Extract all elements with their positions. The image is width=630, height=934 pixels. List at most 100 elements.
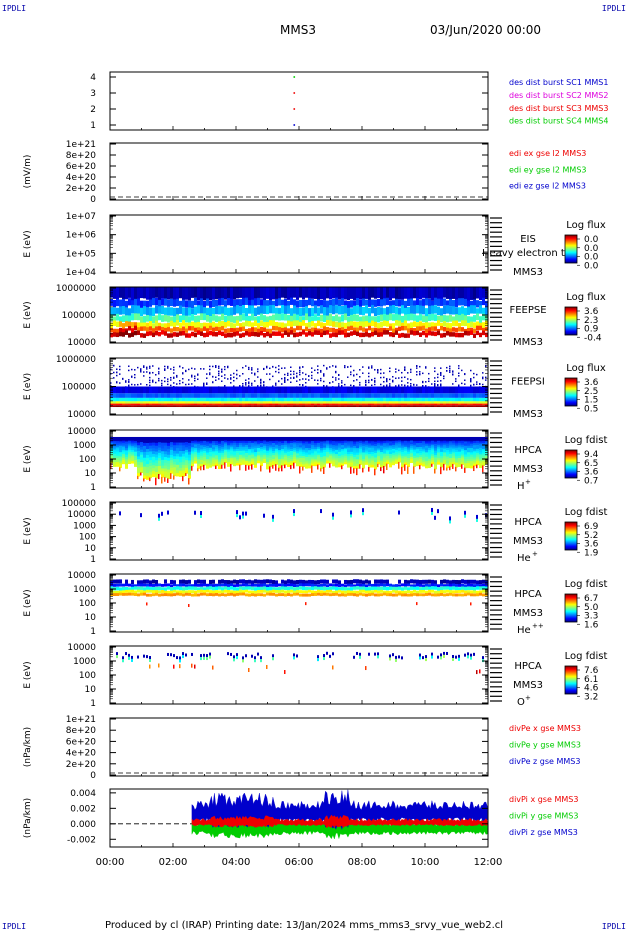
heatmap-cell xyxy=(173,589,176,593)
heatmap-cell xyxy=(239,592,242,596)
heatmap-cell xyxy=(395,436,398,440)
heatmap-cell xyxy=(446,456,449,460)
heatmap-cell xyxy=(347,393,350,398)
heatmap-cell xyxy=(110,368,112,371)
heatmap-cell xyxy=(152,448,155,452)
heatmap-cell xyxy=(239,444,242,448)
heatmap-cell xyxy=(203,442,206,446)
heatmap-cell xyxy=(221,320,224,327)
heatmap-cell xyxy=(341,385,343,387)
heatmap-cell xyxy=(302,441,305,444)
heatmap-cell xyxy=(230,403,233,406)
heatmap-cell xyxy=(293,287,296,298)
heatmap-cell xyxy=(194,590,197,594)
heatmap-cell xyxy=(452,463,454,469)
heatmap-cell xyxy=(116,449,119,453)
heatmap-cell xyxy=(251,287,254,301)
colorbar xyxy=(564,377,578,407)
heatmap-cell xyxy=(161,590,164,593)
heatmap-cell xyxy=(302,458,305,461)
heatmap-cell xyxy=(152,332,155,338)
heatmap-cell xyxy=(128,405,131,408)
heatmap-cell xyxy=(305,373,307,376)
heatmap-cell xyxy=(239,586,242,590)
heatmap-cell xyxy=(131,403,134,406)
heatmap-cell xyxy=(392,386,395,394)
heatmap-cell xyxy=(200,403,203,406)
heatmap-cell xyxy=(233,586,236,591)
overlay-text: Heavy electron to xyxy=(482,248,571,259)
heatmap-cell xyxy=(221,460,224,464)
heatmap-cell xyxy=(167,403,170,406)
heatmap-cell xyxy=(383,386,386,394)
heatmap-cell xyxy=(197,441,200,445)
heatmap-cell xyxy=(395,330,398,335)
heatmap-cell xyxy=(464,298,467,307)
heatmap-cell xyxy=(209,447,212,451)
heatmap-cell xyxy=(380,287,383,301)
heatmap-cell xyxy=(446,458,449,462)
heatmap-cell xyxy=(473,403,476,406)
heatmap-cell xyxy=(170,436,173,441)
heatmap-cell xyxy=(257,328,260,334)
heatmap-cell xyxy=(263,453,266,456)
instrument-label: HPCA xyxy=(514,517,542,528)
heatmap-cell xyxy=(230,442,233,446)
heatmap-cell xyxy=(281,397,284,402)
heatmap-cell xyxy=(236,438,239,442)
heatmap-cell xyxy=(320,386,323,394)
heatmap-cell xyxy=(209,368,211,371)
heatmap-cell xyxy=(275,313,278,321)
heatmap-cell xyxy=(395,327,398,333)
heatmap-cell xyxy=(161,451,164,455)
heatmap-cell xyxy=(341,287,344,300)
heatmap-cell xyxy=(224,405,227,408)
heatmap-cell xyxy=(215,447,218,450)
heatmap-cell xyxy=(323,307,326,316)
heatmap-cell xyxy=(461,382,463,385)
heatmap-cell xyxy=(239,333,242,338)
heatmap-cell xyxy=(383,441,386,444)
heatmap-cell xyxy=(398,397,401,402)
heatmap-cell xyxy=(401,403,404,406)
heatmap-cell xyxy=(227,320,230,327)
heatmap-cell xyxy=(263,332,266,338)
heatmap-cell xyxy=(449,332,452,337)
heatmap-cell xyxy=(389,326,392,331)
heatmap-cell xyxy=(371,460,374,464)
panel-frame xyxy=(110,72,488,130)
heatmap-cell xyxy=(290,593,293,597)
heatmap-cell xyxy=(437,452,440,455)
heatmap-cell xyxy=(185,444,188,448)
heatmap-cell xyxy=(236,458,239,462)
heatmap-cell xyxy=(197,393,200,398)
heatmap-cell xyxy=(116,436,119,440)
heatmap-cell xyxy=(272,314,275,322)
heatmap-cell xyxy=(131,459,134,462)
heatmap-cell xyxy=(200,328,203,333)
heatmap-cell xyxy=(110,332,113,338)
heatmap-cell xyxy=(434,386,437,394)
heatmap-cell xyxy=(278,458,281,462)
heatmap-cell xyxy=(476,321,479,328)
heatmap-cell xyxy=(275,366,277,369)
heatmap-cell xyxy=(110,455,113,459)
heatmap-cell xyxy=(167,307,170,316)
heatmap-cell xyxy=(263,405,266,408)
heatmap-cell xyxy=(257,323,260,329)
heatmap-cell xyxy=(167,451,170,456)
heatmap-cell xyxy=(284,367,286,369)
heatmap-cell xyxy=(476,287,479,299)
heatmap-cell xyxy=(242,287,245,299)
heatmap-cell xyxy=(434,331,437,337)
heatmap-cell xyxy=(113,320,116,327)
heatmap-cell xyxy=(329,287,332,300)
heatmap-cell xyxy=(116,371,118,374)
heatmap-cell xyxy=(200,441,203,444)
heatmap-cell xyxy=(155,381,157,384)
heatmap-cell xyxy=(368,393,371,398)
heatmap-cell xyxy=(353,405,356,408)
heatmap-cell xyxy=(371,449,374,453)
heatmap-cell xyxy=(443,452,446,455)
heatmap-cell xyxy=(377,405,380,408)
